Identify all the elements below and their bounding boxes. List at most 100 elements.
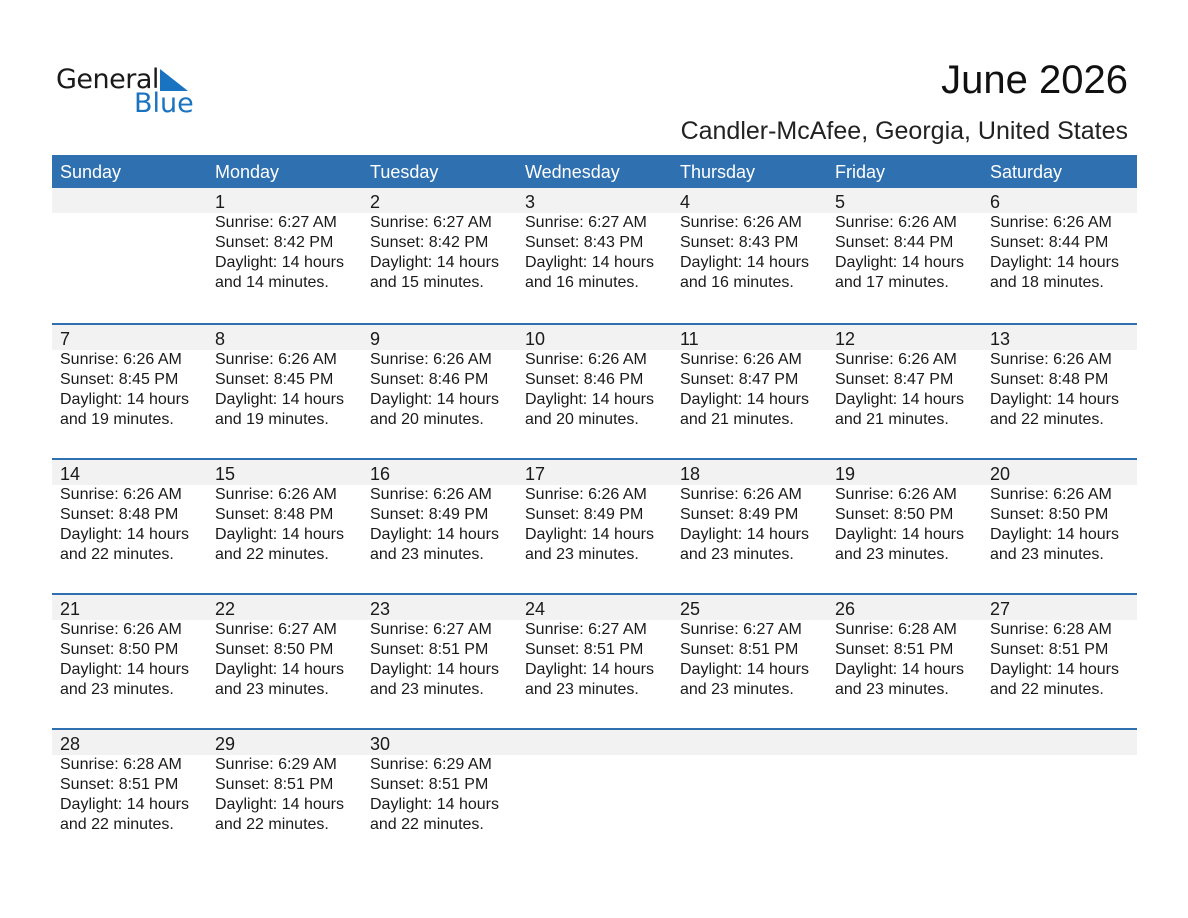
- page-title: June 2026: [941, 58, 1128, 102]
- day-number-band: [52, 595, 1137, 620]
- sunrise-text: Sunrise: 6:26 AM: [990, 351, 1112, 368]
- sunset-text: Sunset: 8:51 PM: [990, 641, 1109, 658]
- sunrise-text: Sunrise: 6:27 AM: [525, 214, 647, 231]
- daylight-text: Daylight: 14 hours: [990, 254, 1119, 271]
- sunrise-text: Sunrise: 6:28 AM: [990, 621, 1112, 638]
- empty-day-cell: [52, 188, 207, 293]
- sunrise-text: Sunrise: 6:27 AM: [370, 621, 492, 638]
- day-number: 20: [990, 464, 1011, 484]
- daylight-text: Daylight: 14 hours: [990, 526, 1119, 543]
- day-number: 1: [215, 192, 226, 212]
- day-number: 15: [215, 464, 236, 484]
- day-number: 14: [60, 464, 81, 484]
- sunrise-text: Sunrise: 6:26 AM: [215, 486, 337, 503]
- logo-general-text: General: [56, 64, 159, 95]
- daylight-minutes-text: and 23 minutes.: [215, 681, 329, 698]
- week-row: 7 Sunrise: 6:26 AM Sunset: 8:45 PM Daylight…: [52, 323, 1137, 458]
- day-number: 7: [60, 329, 71, 349]
- week-row: 28 Sunrise: 6:28 AM Sunset: 8:51 PM Dayligh…: [52, 728, 1137, 863]
- weekday-saturday: Saturday: [990, 162, 1063, 182]
- day-number: 13: [990, 329, 1011, 349]
- daylight-minutes-text: and 22 minutes.: [215, 546, 329, 563]
- sunrise-text: Sunrise: 6:26 AM: [990, 486, 1112, 503]
- sunset-text: Sunset: 8:51 PM: [525, 641, 644, 658]
- sunrise-text: Sunrise: 6:26 AM: [370, 351, 492, 368]
- sunset-text: Sunset: 8:43 PM: [680, 234, 799, 251]
- sunrise-text: Sunrise: 6:27 AM: [680, 621, 802, 638]
- daylight-text: Daylight: 14 hours: [525, 254, 654, 271]
- sunrise-text: Sunrise: 6:26 AM: [525, 486, 647, 503]
- day-number: 9: [370, 329, 381, 349]
- sunrise-text: Sunrise: 6:26 AM: [60, 486, 182, 503]
- daylight-minutes-text: and 23 minutes.: [60, 681, 174, 698]
- daylight-minutes-text: and 23 minutes.: [370, 546, 484, 563]
- day-cell: 12 Sunrise: 6:26 AM Sunset: 8:47 PM Dayligh…: [827, 325, 982, 430]
- sunset-text: Sunset: 8:45 PM: [60, 371, 179, 388]
- daylight-text: Daylight: 14 hours: [835, 391, 964, 408]
- daylight-minutes-text: and 17 minutes.: [835, 274, 949, 291]
- daylight-minutes-text: and 19 minutes.: [215, 411, 329, 428]
- empty-day-cell: [517, 730, 672, 835]
- daylight-minutes-text: and 16 minutes.: [680, 274, 794, 291]
- day-number: 3: [525, 192, 536, 212]
- daylight-minutes-text: and 23 minutes.: [680, 681, 794, 698]
- sunrise-text: Sunrise: 6:26 AM: [680, 351, 802, 368]
- daylight-text: Daylight: 14 hours: [835, 661, 964, 678]
- daylight-text: Daylight: 14 hours: [525, 391, 654, 408]
- empty-day-cell: [672, 730, 827, 835]
- sunrise-text: Sunrise: 6:26 AM: [370, 486, 492, 503]
- sunset-text: Sunset: 8:51 PM: [680, 641, 799, 658]
- daylight-minutes-text: and 22 minutes.: [215, 816, 329, 833]
- day-cell: 28 Sunrise: 6:28 AM Sunset: 8:51 PM Dayligh…: [52, 730, 207, 835]
- day-cell: 11 Sunrise: 6:26 AM Sunset: 8:47 PM Dayligh…: [672, 325, 827, 430]
- daylight-text: Daylight: 14 hours: [215, 254, 344, 271]
- sunset-text: Sunset: 8:43 PM: [525, 234, 644, 251]
- day-cell: 19 Sunrise: 6:26 AM Sunset: 8:50 PM Dayligh…: [827, 460, 982, 565]
- day-cell: 25 Sunrise: 6:27 AM Sunset: 8:51 PM Dayligh…: [672, 595, 827, 700]
- day-cell: 3 Sunrise: 6:27 AM Sunset: 8:43 PM Daylight…: [517, 188, 672, 293]
- daylight-minutes-text: and 15 minutes.: [370, 274, 484, 291]
- daylight-text: Daylight: 14 hours: [215, 391, 344, 408]
- sunrise-text: Sunrise: 6:29 AM: [215, 756, 337, 773]
- day-number-band: [52, 325, 1137, 350]
- daylight-minutes-text: and 23 minutes.: [680, 546, 794, 563]
- day-cell: 17 Sunrise: 6:26 AM Sunset: 8:49 PM Dayligh…: [517, 460, 672, 565]
- day-cell: 15 Sunrise: 6:26 AM Sunset: 8:48 PM Dayligh…: [207, 460, 362, 565]
- sunrise-text: Sunrise: 6:26 AM: [525, 351, 647, 368]
- sunset-text: Sunset: 8:44 PM: [990, 234, 1109, 251]
- daylight-minutes-text: and 19 minutes.: [60, 411, 174, 428]
- day-number: 16: [370, 464, 391, 484]
- daylight-minutes-text: and 22 minutes.: [60, 546, 174, 563]
- sunset-text: Sunset: 8:48 PM: [215, 506, 334, 523]
- day-cell: 9 Sunrise: 6:26 AM Sunset: 8:46 PM Daylight…: [362, 325, 517, 430]
- daylight-text: Daylight: 14 hours: [680, 526, 809, 543]
- sunset-text: Sunset: 8:50 PM: [835, 506, 954, 523]
- daylight-minutes-text: and 22 minutes.: [370, 816, 484, 833]
- day-number: 8: [215, 329, 226, 349]
- sunrise-text: Sunrise: 6:26 AM: [680, 486, 802, 503]
- day-cell: 7 Sunrise: 6:26 AM Sunset: 8:45 PM Daylight…: [52, 325, 207, 430]
- day-cell: 30 Sunrise: 6:29 AM Sunset: 8:51 PM Dayligh…: [362, 730, 517, 835]
- daylight-text: Daylight: 14 hours: [370, 661, 499, 678]
- daylight-text: Daylight: 14 hours: [215, 796, 344, 813]
- day-number: 2: [370, 192, 381, 212]
- sunset-text: Sunset: 8:50 PM: [990, 506, 1109, 523]
- daylight-minutes-text: and 18 minutes.: [990, 274, 1104, 291]
- daylight-minutes-text: and 23 minutes.: [370, 681, 484, 698]
- logo-blue-text: Blue: [134, 88, 194, 119]
- sunset-text: Sunset: 8:49 PM: [525, 506, 644, 523]
- day-number: 29: [215, 734, 236, 754]
- day-cell: 21 Sunrise: 6:26 AM Sunset: 8:50 PM Dayligh…: [52, 595, 207, 700]
- weekday-wednesday: Wednesday: [525, 162, 620, 182]
- day-number: 12: [835, 329, 856, 349]
- day-number-band: [52, 188, 1137, 213]
- sunset-text: Sunset: 8:46 PM: [525, 371, 644, 388]
- empty-day-cell: [827, 730, 982, 835]
- day-cell: 1 Sunrise: 6:27 AM Sunset: 8:42 PM Daylight…: [207, 188, 362, 293]
- daylight-text: Daylight: 14 hours: [525, 661, 654, 678]
- sunrise-text: Sunrise: 6:26 AM: [990, 214, 1112, 231]
- daylight-minutes-text: and 22 minutes.: [990, 681, 1104, 698]
- sunrise-text: Sunrise: 6:27 AM: [370, 214, 492, 231]
- daylight-text: Daylight: 14 hours: [60, 526, 189, 543]
